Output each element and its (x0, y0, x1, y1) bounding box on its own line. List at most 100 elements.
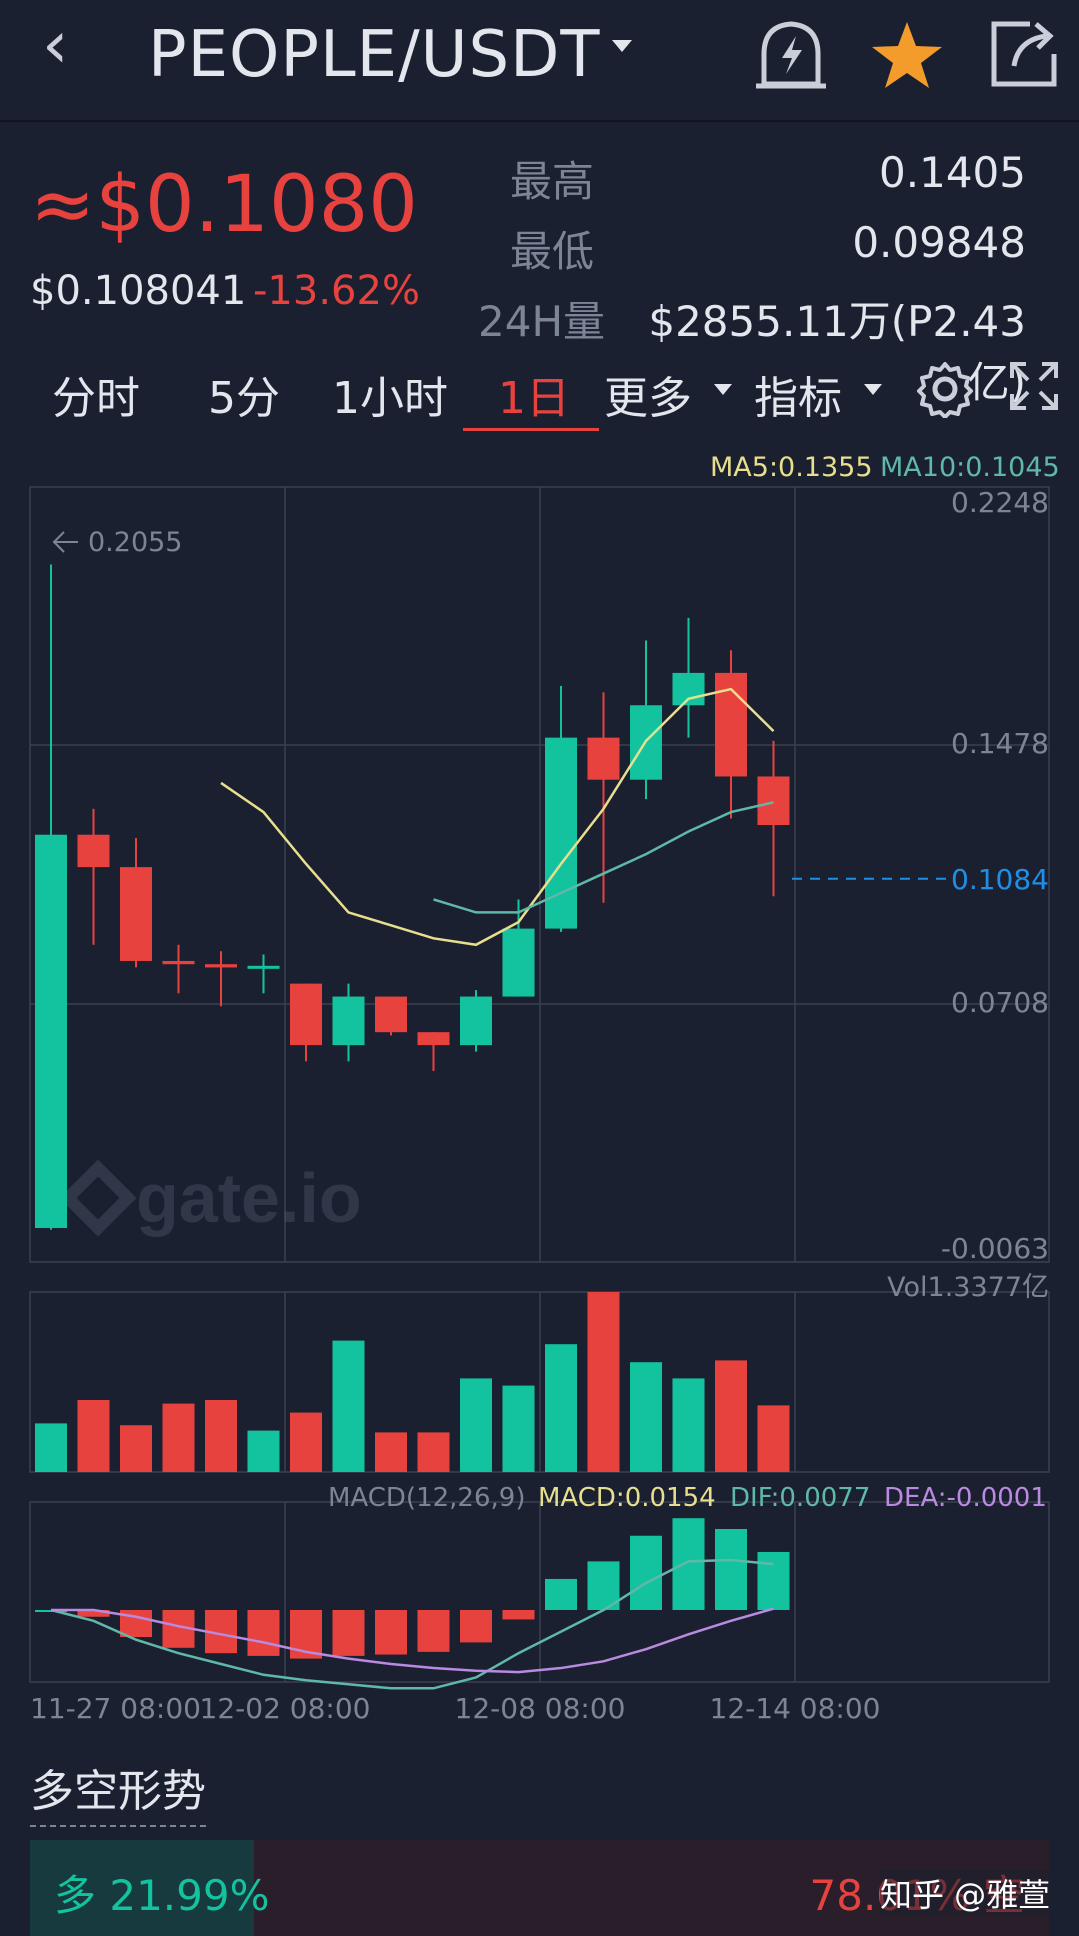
back-button[interactable]: ‹ (42, 6, 69, 83)
time-label-4: 12-14 08:00 (710, 1692, 881, 1725)
low-label: 最低 (510, 227, 595, 276)
candle-body (545, 737, 577, 929)
more-caret-icon (714, 384, 732, 395)
candle-body (35, 834, 67, 1228)
usd-price: $0.108041 (30, 268, 247, 314)
tab-timeshare[interactable]: 分时 (52, 373, 140, 424)
top-bar (0, 0, 1079, 122)
dea-line (51, 1607, 774, 1674)
volume-bars (35, 1292, 790, 1472)
zhihu-watermark: 知乎 @雅萱 (880, 1870, 1051, 1916)
axis-label-lower: 0.0708 (951, 986, 1049, 1019)
gear-icon[interactable] (916, 360, 974, 418)
tab-indicators[interactable]: 指标 (754, 373, 842, 424)
macd-bar (672, 1518, 705, 1610)
volume-bar (460, 1378, 492, 1472)
high-label: 最高 (510, 157, 595, 206)
volume-bar (77, 1400, 110, 1472)
volume-bar (375, 1432, 407, 1472)
candle-body (120, 867, 152, 961)
change-percent: -13.62% (253, 268, 420, 314)
volume-bar (672, 1378, 705, 1472)
share-icon[interactable] (984, 14, 1066, 96)
tab-1hour[interactable]: 1小时 (332, 373, 448, 424)
macd-bar (247, 1610, 280, 1656)
macd-bar (417, 1610, 450, 1652)
tab-more[interactable]: 更多 (604, 373, 692, 424)
gateio-watermark: gate.io (59, 1159, 362, 1237)
candles (35, 564, 790, 1230)
volume-bar (332, 1340, 365, 1472)
macd-params-legend: MACD(12,26,9) (328, 1483, 525, 1513)
macd-bar (757, 1551, 790, 1610)
candle-body (332, 996, 365, 1046)
time-label-3: 12-08 08:00 (455, 1692, 626, 1725)
long-ratio-bar (30, 1840, 255, 1936)
volume-bar (417, 1432, 450, 1472)
fullscreen-icon[interactable] (1010, 362, 1058, 410)
max-price-marker: 0.2055 (52, 527, 182, 558)
watermark-text: gate.io (136, 1159, 362, 1237)
candle-body (502, 928, 535, 997)
candle-body (417, 1032, 450, 1046)
long-ratio-label: 多 21.99% (54, 1871, 270, 1920)
volume-bar (545, 1344, 577, 1472)
sentiment-title[interactable]: 多空形势 (30, 1755, 206, 1827)
volume-bar (630, 1362, 662, 1472)
volume-bar (205, 1400, 237, 1472)
star-icon[interactable] (866, 14, 948, 96)
tab-5min[interactable]: 5分 (208, 373, 280, 424)
macd-bar (332, 1610, 365, 1656)
macd-bar (77, 1610, 110, 1617)
axis-label-upper: 0.1478 (951, 727, 1049, 760)
candle-body (77, 834, 110, 868)
pair-title[interactable]: PEOPLE/USDT (148, 18, 601, 92)
volume-legend: Vol1.3377亿 (887, 1272, 1049, 1303)
tab-1day[interactable]: 1日 (498, 373, 570, 424)
volume-bar (715, 1360, 747, 1472)
dif-legend: DIF:0.0077 (730, 1483, 870, 1513)
macd-bar (630, 1535, 662, 1610)
active-tab-indicator (463, 428, 599, 431)
pair-dropdown-icon[interactable] (612, 40, 632, 52)
ma5-line (220, 687, 775, 947)
axis-label-top: 0.2248 (951, 486, 1049, 519)
candle-body (247, 965, 280, 969)
candle-body (290, 983, 322, 1046)
current-price-label: 0.1084 (951, 863, 1049, 896)
kline-chart[interactable]: gate.io 0.2248 0.1478 0.0708 -0.0063 MA5… (0, 440, 1079, 1730)
candle-body (162, 960, 195, 965)
candle-body (757, 776, 790, 826)
volume-bar (35, 1423, 67, 1472)
candle-body (375, 996, 407, 1033)
candle-body (587, 737, 620, 780)
volume-bar (290, 1412, 322, 1472)
time-label-1: 11-27 08:00 (30, 1692, 201, 1725)
chart-grid (29, 486, 1050, 1683)
dea-legend: DEA:-0.0001 (884, 1483, 1047, 1513)
last-price: ≈$0.1080 (30, 160, 418, 250)
bell-lightning-icon[interactable] (750, 14, 832, 96)
macd-bar (545, 1578, 577, 1610)
low-value: 0.09848 (852, 218, 1026, 267)
ma10-line (433, 801, 774, 914)
axis-label-bottom: -0.0063 (941, 1232, 1049, 1265)
macd-bar (375, 1610, 407, 1655)
indicators-caret-icon (864, 384, 882, 395)
volume-24h-value: $2855.11万(P2.43亿) (648, 297, 1026, 407)
volume-bar (247, 1430, 280, 1472)
volume-bar (162, 1403, 195, 1472)
ma10-legend: MA10:0.1045 (880, 452, 1060, 483)
candle-body (205, 964, 237, 968)
volume-bar (120, 1425, 152, 1472)
volume-bar (502, 1385, 535, 1472)
macd-histogram (35, 1518, 790, 1659)
volume-24h-label: 24H量 (478, 297, 606, 346)
macd-bar (502, 1610, 535, 1620)
max-price-label: 0.2055 (88, 527, 182, 558)
time-label-2: 12-02 08:00 (200, 1692, 371, 1725)
ma5-legend: MA5:0.1355 (710, 452, 873, 483)
dif-line (50, 1558, 774, 1690)
volume-bar (757, 1405, 790, 1472)
macd-bar (460, 1610, 492, 1643)
